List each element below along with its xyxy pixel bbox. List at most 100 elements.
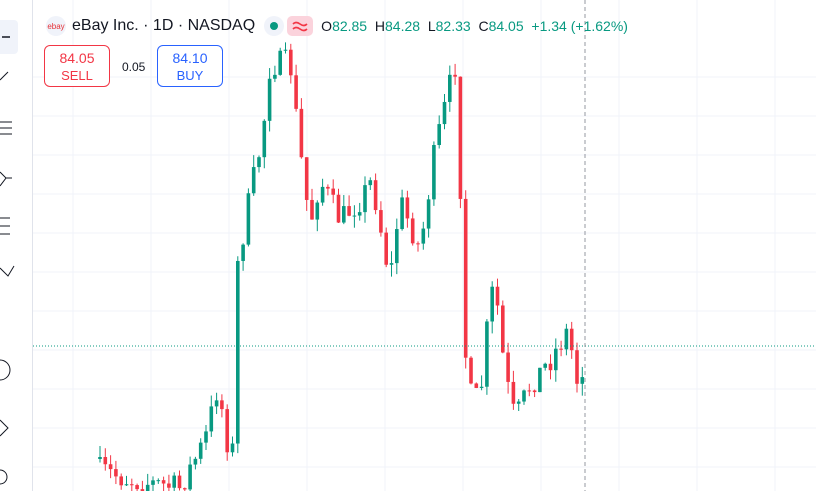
candle-body	[405, 197, 410, 219]
tool-icon[interactable]	[0, 469, 8, 485]
buy-price: 84.10	[172, 50, 208, 66]
candle-body	[516, 401, 521, 404]
candle-body	[490, 286, 494, 322]
candle-body	[251, 167, 256, 194]
candle-body	[145, 484, 150, 491]
candle-body	[564, 328, 569, 350]
candle-body	[511, 381, 516, 404]
low-value: 82.33	[435, 18, 471, 34]
candle-body	[416, 243, 420, 245]
toolbar-icons	[0, 20, 18, 485]
candle-body	[209, 406, 214, 432]
candle-body	[479, 386, 484, 388]
candle-body	[299, 108, 304, 158]
candle-body	[161, 480, 166, 484]
candle-body	[193, 458, 198, 465]
change: +1.34 (+1.62%)	[531, 18, 628, 34]
candle-body	[214, 400, 219, 407]
candle-body	[326, 186, 330, 189]
candle-body	[426, 199, 431, 229]
candle-body	[410, 218, 415, 244]
candle-body	[506, 352, 510, 382]
close-value: 84.05	[488, 18, 524, 34]
symbol-title[interactable]: eBay Inc. · 1D · NASDAQ	[72, 17, 256, 34]
candle-body	[135, 485, 139, 490]
candle-body	[442, 101, 447, 125]
candle-body	[246, 193, 251, 245]
candle-body	[522, 390, 526, 402]
candle-body	[230, 443, 235, 453]
candle-body	[389, 263, 394, 265]
high-value: 84.28	[385, 18, 421, 34]
candle-body	[124, 484, 129, 486]
tool-icon[interactable]	[0, 265, 15, 277]
candle-body	[331, 188, 335, 195]
candle-body	[257, 157, 261, 168]
candle-body	[225, 409, 229, 453]
candle-body	[98, 457, 102, 459]
candle-body	[347, 206, 351, 216]
candle-body	[172, 475, 176, 488]
chart-area	[33, 0, 816, 491]
candle-body	[310, 199, 314, 220]
candle-body	[559, 348, 563, 350]
candle-body	[379, 210, 383, 233]
high-label: H	[374, 18, 386, 34]
sell-price: 84.05	[59, 50, 95, 66]
symbol-header: ebay eBay Inc. · 1D · NASDAQ O82.85 H84.…	[44, 15, 628, 37]
buy-button[interactable]: 84.10 BUY	[157, 45, 223, 87]
candle-body	[432, 145, 436, 200]
toolbar	[0, 0, 33, 491]
candle-body	[294, 75, 298, 109]
candle-body	[342, 206, 346, 223]
candle-body	[458, 76, 463, 199]
candle-body	[198, 442, 203, 459]
logo: ebay	[46, 16, 66, 36]
candle-body	[363, 185, 367, 213]
tool-icon[interactable]	[0, 359, 11, 381]
candle-body	[501, 305, 505, 353]
candle-body	[167, 483, 171, 488]
tool-icon[interactable]	[0, 217, 10, 235]
close-label: C	[478, 18, 489, 34]
candle-body	[448, 74, 452, 102]
candle-body	[569, 328, 574, 351]
tool-icon[interactable]	[0, 71, 9, 81]
candle-body	[103, 457, 108, 465]
sell-button[interactable]: 84.05 SELL	[44, 45, 110, 87]
candle-body	[373, 180, 378, 211]
open-label: O	[321, 18, 333, 34]
candle-body	[554, 348, 558, 371]
candle-body	[368, 180, 373, 186]
tool-icon[interactable]	[0, 171, 12, 187]
candle-body	[532, 390, 537, 393]
candle-body	[384, 232, 388, 265]
open-value: 82.85	[332, 18, 368, 34]
candle-body	[108, 464, 113, 470]
svg-text:ebay: ebay	[47, 22, 64, 31]
candle-body	[400, 197, 404, 230]
spread: 0.05	[122, 60, 146, 74]
candle-body	[485, 321, 489, 387]
candle-body	[278, 50, 282, 75]
candle-body	[304, 157, 309, 200]
candle-body	[183, 488, 187, 490]
candle-body	[320, 186, 325, 203]
candle-body	[538, 367, 542, 393]
candle-body	[495, 286, 500, 306]
candle-body	[357, 212, 362, 216]
tool-icon[interactable]	[0, 419, 9, 437]
tool-icon[interactable]	[0, 121, 12, 135]
candle-body	[151, 480, 155, 485]
candle-body	[421, 228, 426, 244]
candle-body	[336, 194, 341, 223]
candle-body	[283, 49, 288, 51]
candle-body	[289, 49, 293, 76]
candle-body	[527, 390, 532, 392]
sell-label: SELL	[61, 68, 93, 83]
candle-body	[236, 260, 240, 444]
candle-body	[119, 476, 123, 486]
candle-body	[453, 74, 457, 77]
ohlc: O82.85 H84.28 L82.33 C84.05 +1.34 (+1.62…	[321, 18, 628, 34]
